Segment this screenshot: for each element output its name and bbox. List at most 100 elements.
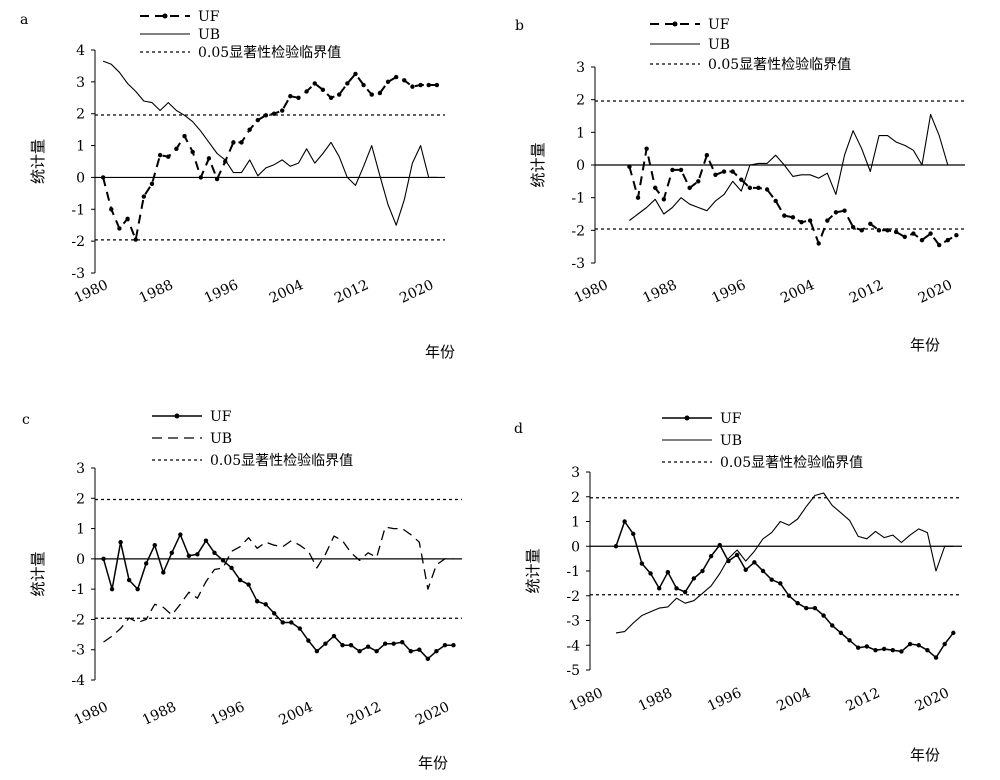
y-tick-label: -3: [566, 614, 580, 630]
legend-label: UF: [708, 17, 730, 33]
data-point-uf: [434, 649, 439, 654]
data-point-uf: [408, 649, 413, 654]
data-point-uf: [674, 586, 679, 591]
x-tick-label: 1980: [572, 277, 611, 307]
y-tick-label: -5: [566, 663, 580, 679]
legend-label: 0.05显著性检验临界值: [210, 453, 353, 469]
data-point-uf: [125, 216, 130, 222]
data-point-uf: [644, 146, 649, 151]
x-tick-label: 2004: [778, 277, 817, 307]
data-point-uf: [670, 167, 675, 173]
data-point-uf: [653, 185, 658, 191]
x-tick-label: 1980: [72, 699, 111, 729]
panel-label: b: [515, 18, 524, 34]
y-axis-label: 统计量: [29, 551, 47, 596]
data-point-uf: [254, 599, 260, 604]
x-axis-label: 年份: [910, 746, 940, 764]
data-point-uf: [174, 146, 179, 151]
data-point-uf: [691, 576, 697, 581]
data-point-uf: [812, 605, 818, 611]
data-point-uf: [385, 79, 391, 85]
y-tick-label: 2: [571, 490, 580, 506]
data-point-uf: [786, 593, 792, 598]
y-tick-label: -3: [71, 266, 85, 282]
data-point-uf: [369, 92, 374, 97]
x-tick-label: 2012: [843, 685, 882, 715]
y-tick-label: -1: [71, 582, 85, 598]
data-point-uf: [323, 641, 328, 646]
legend: UF UB 0.05显著性检验临界值: [152, 409, 353, 469]
y-tick-label: -1: [566, 564, 580, 580]
data-point-uf: [255, 117, 260, 123]
data-point-uf: [336, 92, 342, 97]
data-point-uf: [911, 231, 916, 236]
data-point-uf: [925, 648, 930, 653]
data-point-uf: [271, 111, 277, 116]
data-point-uf: [247, 127, 252, 132]
data-point-uf: [239, 140, 244, 145]
x-axis-label: 年份: [425, 343, 455, 361]
data-point-uf: [747, 185, 753, 191]
y-tick-label: 3: [571, 465, 580, 481]
y-tick-label: -4: [71, 673, 85, 689]
data-point-uf: [868, 221, 873, 226]
data-point-uf: [657, 586, 662, 591]
data-point-uf: [842, 208, 847, 213]
x-tick-label: 2012: [345, 699, 384, 729]
data-point-uf: [739, 177, 744, 182]
data-point-uf: [289, 620, 294, 625]
x-axis-label: 年份: [910, 336, 940, 354]
data-point-uf: [195, 552, 200, 557]
y-tick-label: -2: [71, 612, 85, 628]
x-tick-label: 1988: [140, 699, 179, 729]
data-point-uf: [825, 218, 830, 223]
data-point-uf: [109, 586, 115, 592]
data-point-uf: [144, 561, 149, 566]
y-tick-label: 2: [76, 491, 85, 507]
chart-panel-d: d -5 -4 -3 -2 -1 0 1 2 3 1980 1988 1996 2004 2012 2020 统…: [514, 411, 962, 764]
chart-panel-c: c -4 -3 -2 -1 0 1 2 3 1980 1988 1996 2004 2012 2020 统计量…: [22, 409, 462, 772]
data-point-uf: [357, 649, 362, 654]
data-point-uf: [100, 175, 106, 180]
panel-label: d: [514, 421, 523, 437]
data-point-uf: [881, 646, 887, 652]
data-point-uf: [442, 642, 448, 648]
panel-label: a: [20, 12, 28, 28]
data-point-uf: [830, 623, 835, 628]
legend-label: UB: [198, 27, 220, 43]
data-point-uf: [353, 71, 358, 77]
y-tick-label: -1: [71, 202, 85, 218]
series-line-uf: [628, 147, 957, 246]
legend-label: UF: [198, 9, 220, 25]
legend-marker: [162, 13, 168, 19]
data-point-uf: [365, 644, 371, 649]
y-axis-label: 统计量: [529, 142, 547, 187]
data-point-uf: [377, 90, 383, 96]
y-tick-label: 2: [76, 107, 85, 123]
series-line-ub: [102, 60, 437, 226]
data-point-uf: [704, 153, 710, 158]
data-point-uf: [118, 540, 123, 545]
data-point-uf: [899, 649, 904, 654]
data-point-uf: [402, 78, 407, 83]
data-point-uf: [850, 224, 856, 230]
x-tick-label: 2020: [916, 277, 955, 307]
data-point-uf: [945, 237, 950, 243]
data-point-uf: [700, 568, 705, 574]
data-point-uf: [782, 213, 787, 218]
data-point-uf: [708, 553, 714, 559]
y-tick-label: 1: [76, 139, 85, 155]
x-tick-label: 1988: [640, 277, 679, 307]
legend: UF UB 0.05显著性检验临界值: [140, 9, 341, 61]
chart-panel-b: b -3 -2 -1 0 1 2 3 1980 1988 1996 2004 2012 2020 统计量年份…: [515, 17, 965, 354]
data-point-uf: [919, 237, 925, 243]
y-tick-label: 0: [76, 170, 85, 186]
data-point-uf: [928, 231, 933, 236]
data-point-uf: [821, 613, 826, 618]
x-tick-label: 2004: [276, 699, 315, 729]
data-point-uf: [340, 642, 345, 648]
x-tick-label: 1996: [202, 277, 241, 307]
data-point-uf: [799, 219, 804, 225]
data-point-uf: [149, 181, 155, 186]
